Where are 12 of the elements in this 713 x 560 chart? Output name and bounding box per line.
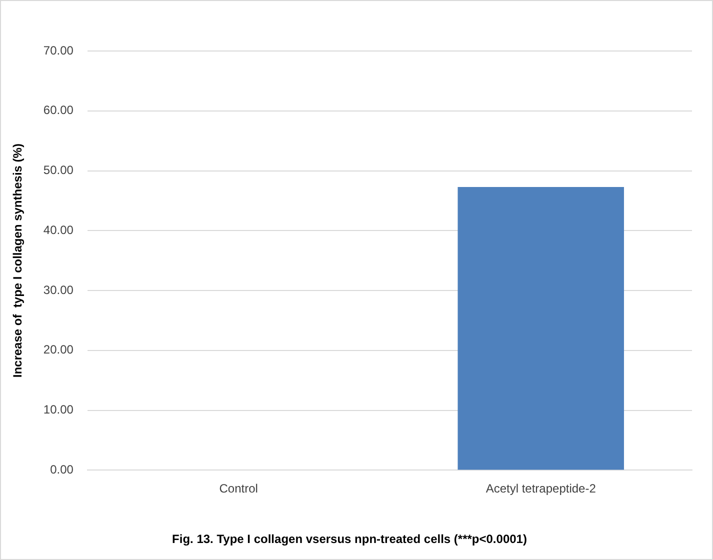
y-tick-label: 20.00: [43, 342, 74, 357]
y-tick-label: 10.00: [43, 402, 74, 417]
y-tick-label: 0.00: [50, 462, 74, 477]
y-tick-label: 40.00: [43, 222, 74, 237]
y-tick-label: 30.00: [43, 282, 74, 297]
y-tick-label: 70.00: [43, 43, 74, 58]
y-axis-title: Increase of type I collagen synthesis (%): [10, 144, 25, 378]
text: Fig. 13. Type I collagen vsersus npn-treated cells (***p<0.0001): [172, 532, 527, 546]
x-tick-label: Acetyl tetrapeptide-2: [486, 482, 596, 496]
y-tick-label: 60.00: [43, 103, 74, 118]
y-tick-label: 50.00: [43, 163, 74, 178]
x-tick-label: Control: [219, 482, 258, 496]
